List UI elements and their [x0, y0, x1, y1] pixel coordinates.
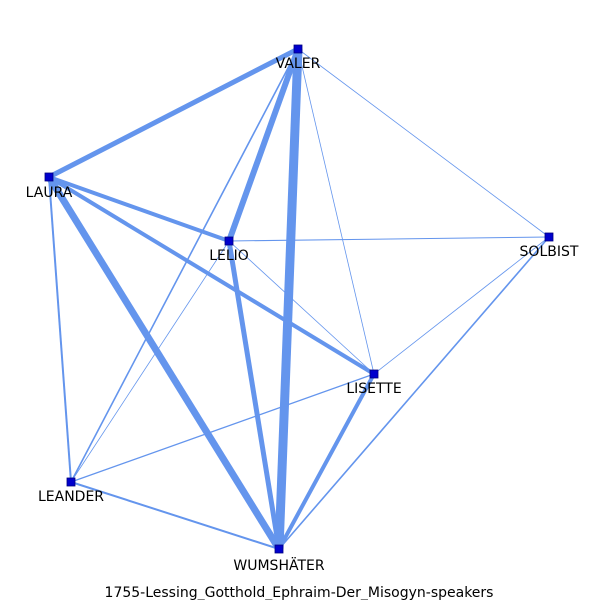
- node-label-lelio: LELIO: [209, 248, 249, 264]
- nodes-layer: [44, 44, 554, 554]
- edge-laura-lelio: [48, 175, 230, 243]
- edges-layer: [46, 46, 550, 551]
- edge-lisette-wumshaeter: [277, 373, 376, 550]
- edge-leander-wumshaeter: [70, 481, 280, 550]
- node-label-lisette: LISETTE: [346, 381, 401, 397]
- node-lelio: [224, 236, 234, 246]
- edge-lisette-solbist: [373, 236, 550, 375]
- node-solbist: [544, 232, 554, 242]
- node-lisette: [369, 369, 379, 379]
- graph-caption: 1755-Lessing_Gotthold_Ephraim-Der_Misogy…: [105, 585, 494, 600]
- edge-valer-wumshaeter: [274, 48, 303, 550]
- edge-valer-lisette: [297, 48, 375, 375]
- node-laura: [44, 172, 54, 182]
- node-label-wumshaeter: WUMSHÄTER: [233, 556, 324, 574]
- node-leander: [66, 477, 76, 487]
- edge-valer-laura: [47, 46, 300, 180]
- node-label-solbist: SOLBIST: [520, 244, 579, 260]
- edge-laura-wumshaeter: [46, 175, 282, 551]
- edge-lelio-leander: [70, 240, 230, 483]
- labels-layer: VALER LAURA LELIO SOLBIST LISETTE LEANDER WUMS…: [26, 56, 579, 574]
- edge-valer-lelio: [226, 47, 301, 243]
- edge-solbist-wumshaeter: [278, 236, 550, 550]
- edge-lelio-solbist: [228, 236, 550, 242]
- edge-valer-solbist: [297, 48, 550, 238]
- node-label-laura: LAURA: [26, 185, 73, 201]
- node-label-leander: LEANDER: [38, 489, 104, 505]
- node-label-valer: VALER: [276, 56, 321, 72]
- edge-valer-leander: [70, 48, 299, 483]
- node-valer: [293, 44, 303, 54]
- edge-lelio-lisette: [228, 240, 375, 375]
- edge-leander-lisette: [70, 373, 375, 483]
- edge-laura-lisette: [47, 175, 376, 376]
- edge-laura-leander: [48, 176, 72, 483]
- node-wumshaeter: [274, 544, 284, 554]
